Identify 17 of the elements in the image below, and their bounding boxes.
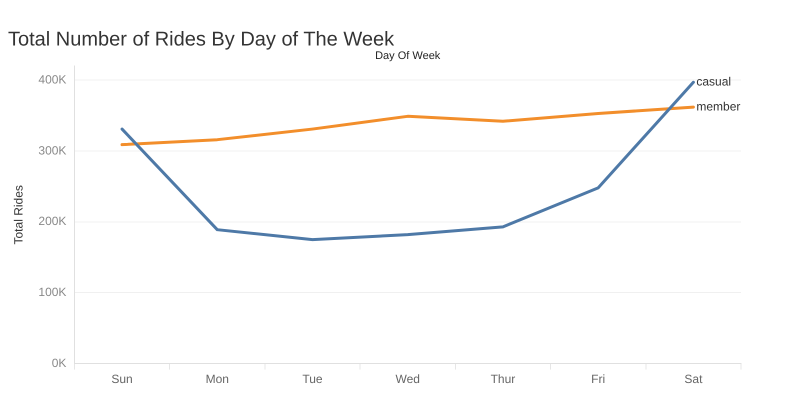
y-tick-label: 400K bbox=[38, 72, 66, 86]
y-tick-label: 100K bbox=[38, 285, 66, 300]
series-label: member bbox=[696, 99, 740, 114]
x-tick-label: Tue bbox=[302, 372, 323, 386]
x-tick-label: Sat bbox=[684, 372, 704, 386]
x-tick-label: Fri bbox=[591, 372, 606, 386]
y-tick-label: 0K bbox=[52, 356, 66, 370]
x-tick-label: Thur bbox=[490, 372, 516, 386]
x-tick-label: Mon bbox=[206, 372, 229, 386]
x-tick-label: Sun bbox=[111, 372, 133, 386]
y-axis-title: Total Rides bbox=[12, 185, 26, 244]
series-label: casual bbox=[696, 74, 732, 89]
chart-title: Total Number of Rides By Day of The Week bbox=[8, 28, 396, 51]
y-tick-label: 300K bbox=[38, 143, 66, 158]
x-tick-label: Wed bbox=[395, 372, 420, 386]
y-tick-label: 200K bbox=[38, 214, 66, 228]
x-axis-title: Day Of Week bbox=[375, 50, 441, 62]
